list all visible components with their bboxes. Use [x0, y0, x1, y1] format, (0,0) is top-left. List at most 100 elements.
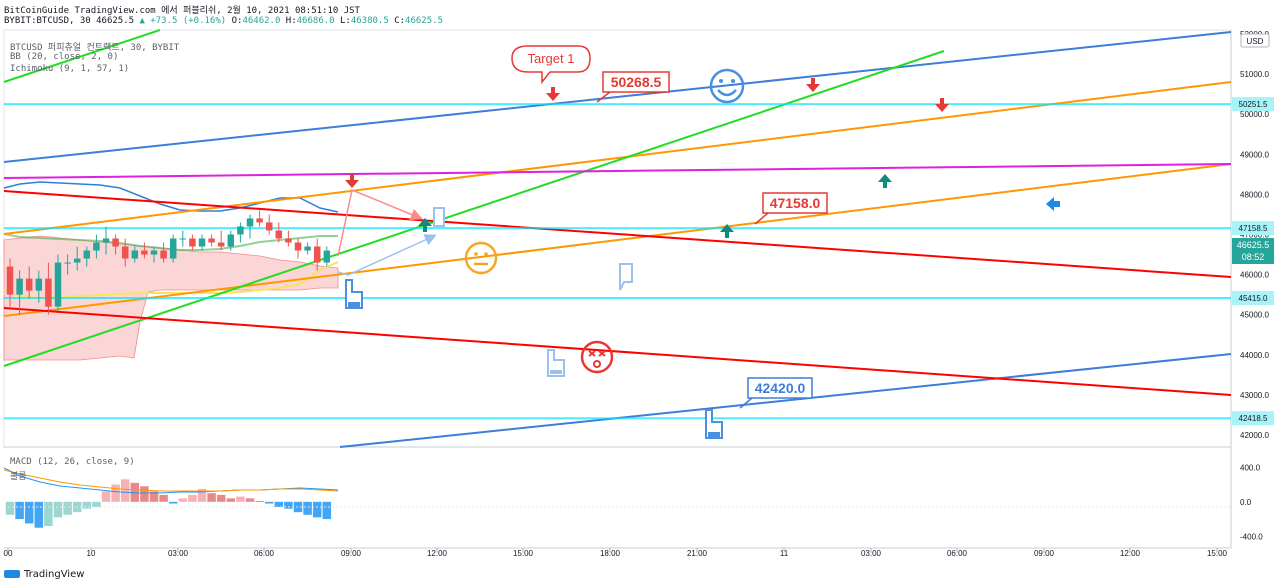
- macd-bar: [111, 484, 120, 502]
- close-value: 46625.5: [405, 16, 443, 26]
- macd-bar: [53, 501, 63, 518]
- open-value: 46462.0: [242, 16, 281, 26]
- candle-body: [189, 238, 196, 247]
- candle-body: [265, 222, 273, 231]
- callout-42420: 42420.0: [739, 377, 813, 409]
- candle-body: [208, 238, 215, 243]
- candle-body: [102, 238, 110, 243]
- candle-body: [121, 246, 129, 259]
- pointing-hand-icon-3: [547, 349, 565, 377]
- tradingview-brand[interactable]: TradingView: [4, 569, 84, 580]
- macd-bar: [168, 501, 178, 504]
- candle-body: [246, 218, 254, 227]
- currency-label: USD: [1247, 37, 1264, 46]
- time-axis[interactable]: 00 10 03:00 06:00 09:00 12:00 15:00 18:00 21:00 1…: [4, 548, 1228, 558]
- candle-body: [112, 238, 119, 247]
- price-tick-label: 49000.0: [1240, 150, 1269, 159]
- green-trend-top: [3, 29, 161, 83]
- legend-ichimoku: Ichimoku (9, 1, 57, 1): [10, 64, 130, 74]
- candle-body: [141, 250, 148, 255]
- target-callout: Target 1: [511, 45, 591, 85]
- level-label: 42418.5: [1239, 414, 1268, 423]
- candle-body: [217, 242, 225, 247]
- candle-body: [294, 242, 302, 251]
- price-axis[interactable]: 52000.051000.050000.049000.048000.047000…: [1232, 30, 1274, 440]
- candle-body: [275, 230, 283, 239]
- low-value: 46380.5: [350, 16, 389, 26]
- currency-badge: USD: [1240, 33, 1270, 48]
- current-price-badge: 46625.5 08:52: [1232, 238, 1274, 264]
- close-label: C:: [394, 16, 406, 26]
- level-label-bg: [1232, 411, 1274, 426]
- candle-body: [93, 242, 100, 251]
- macd-bar: [197, 488, 207, 502]
- price-tick-label: 43000.0: [1240, 391, 1269, 400]
- macd-bar: [34, 501, 44, 528]
- macd-bar: [188, 494, 197, 502]
- candle-body: [131, 250, 139, 259]
- macd-bar: [149, 491, 159, 502]
- time-tick-label: 09:00: [1034, 549, 1055, 558]
- macd-bar: [101, 491, 111, 502]
- time-tick-label: 09:00: [341, 549, 362, 558]
- time-tick-label: 15:00: [1207, 549, 1228, 558]
- macd-tick-label: -400.0: [1240, 532, 1263, 541]
- price-change: ▲ +73.5 (+0.16%): [139, 16, 227, 26]
- candle-body: [35, 278, 43, 291]
- time-tick-label: 12:00: [1120, 549, 1141, 558]
- pointing-hand-icon-5: [433, 207, 445, 227]
- macd-bar: [15, 501, 24, 520]
- up-arrow-marker-1: [878, 174, 892, 188]
- level-label-bg: [1232, 97, 1274, 112]
- time-tick-label: 00: [4, 549, 13, 558]
- level-label-bg: [1232, 221, 1274, 236]
- legend-macd-sub: 볼륨: [10, 472, 27, 482]
- price-tick-label: 44000.0: [1240, 351, 1269, 360]
- low-label: L:: [340, 16, 351, 26]
- level-label-bg: [1232, 291, 1274, 306]
- macd-bar: [24, 501, 34, 524]
- target-label: Target 1: [528, 51, 575, 66]
- callout-42420-text: 42420.0: [755, 380, 806, 396]
- current-price-label: 46625.5: [1237, 240, 1270, 250]
- macd-bar: [216, 494, 226, 502]
- macd-bar: [245, 498, 255, 502]
- candle-body: [237, 226, 244, 235]
- candle-body: [256, 218, 263, 223]
- smile-face-icon: [709, 68, 745, 104]
- candle-body: [323, 250, 331, 263]
- magenta-horizontal-trend: [3, 163, 1232, 179]
- level-label: 50251.5: [1239, 100, 1268, 109]
- blue-trend-lower: [339, 353, 1232, 448]
- candle-body: [64, 262, 71, 264]
- time-tick-label: 12:00: [427, 549, 448, 558]
- candle-body: [16, 278, 23, 295]
- horizontal-levels: [4, 103, 1231, 420]
- time-tick-label: 03:00: [861, 549, 882, 558]
- candle-body: [73, 258, 81, 263]
- orange-trend-upper: [3, 81, 1232, 235]
- price-chart[interactable]: Target 1 50268.5 47158.0 42420.0 52000.0…: [0, 0, 1280, 566]
- candle-body: [198, 238, 206, 247]
- macd-bar: [312, 501, 322, 518]
- down-arrow-marker-4: [935, 98, 949, 112]
- time-tick-label: 06:00: [947, 549, 968, 558]
- orange-trend-lower: [3, 163, 1232, 317]
- macd-bar: [284, 501, 293, 509]
- macd-bar: [63, 501, 72, 515]
- high-value: 46686.0: [296, 16, 335, 26]
- publish-info: BitCoinGuide TradingView.com 에서 퍼블리쉬, 2월…: [4, 6, 360, 16]
- price-tick-label: 42000.0: [1240, 431, 1269, 440]
- down-arrow-marker-1: [345, 174, 359, 188]
- price-tick-label: 50000.0: [1240, 110, 1269, 119]
- symbol-ohlc-line: BYBIT:BTCUSD, 30 46625.5 ▲ +73.5 (+0.16%…: [4, 16, 443, 26]
- brand-label: TradingView: [24, 569, 85, 580]
- macd-tick-label: 400.0: [1240, 463, 1261, 472]
- macd-bar: [140, 486, 149, 502]
- projection-path-red: [337, 188, 423, 257]
- level-label: 45415.0: [1239, 294, 1268, 303]
- macd-bar: [159, 494, 168, 502]
- signal-line: [3, 469, 339, 492]
- macd-bar: [264, 501, 274, 504]
- candle-body: [179, 238, 187, 240]
